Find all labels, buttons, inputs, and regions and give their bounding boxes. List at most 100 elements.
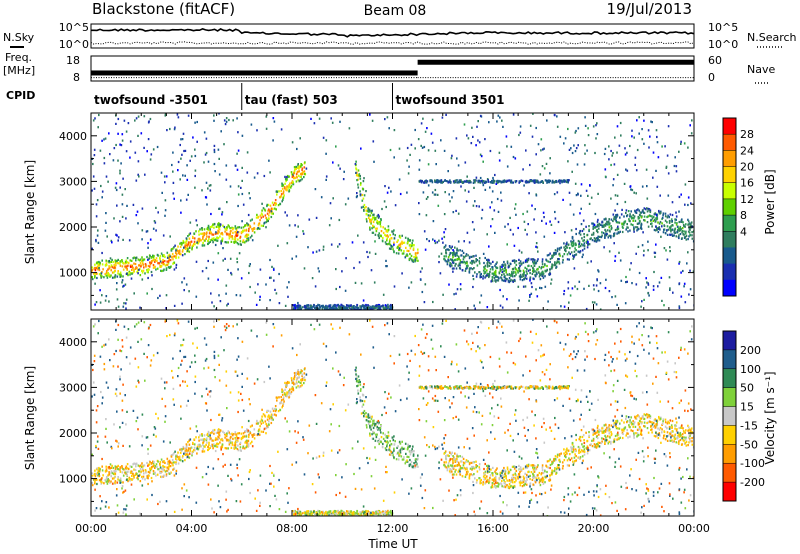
velocity-echo xyxy=(125,465,128,468)
power-echo xyxy=(647,249,649,252)
power-echo xyxy=(406,191,408,194)
power-echo xyxy=(249,236,252,239)
velocity-echo xyxy=(211,439,213,442)
power-echo xyxy=(619,230,621,233)
power-echo xyxy=(592,284,595,287)
power-echo xyxy=(541,266,543,269)
power-echo xyxy=(105,175,108,178)
power-echo xyxy=(375,230,378,233)
power-echo xyxy=(616,125,619,128)
velocity-echo xyxy=(205,443,207,446)
power-echo xyxy=(212,241,214,244)
power-echo xyxy=(480,294,483,297)
velocity-echo xyxy=(105,477,108,480)
power-echo xyxy=(163,263,166,266)
power-echo xyxy=(495,182,498,185)
power-echo xyxy=(377,213,380,217)
velocity-echo xyxy=(390,453,392,456)
power-echo xyxy=(326,307,328,310)
power-echo xyxy=(543,235,546,238)
power-echo xyxy=(274,204,277,207)
power-echo xyxy=(164,209,167,212)
power-echo xyxy=(480,272,482,276)
power-echo xyxy=(401,252,404,255)
power-echo xyxy=(630,217,633,220)
velocity-echo xyxy=(596,426,599,429)
power-echo xyxy=(155,229,157,232)
velocity-echo xyxy=(201,450,204,453)
power-echo xyxy=(368,251,371,254)
power-echo xyxy=(481,208,484,211)
velocity-echo xyxy=(379,426,381,430)
power-echo xyxy=(303,170,306,173)
power-echo xyxy=(345,257,347,260)
power-echo xyxy=(616,232,618,235)
power-echo xyxy=(518,249,521,252)
power-echo xyxy=(301,172,304,176)
velocity-echo xyxy=(368,414,371,417)
power-echo xyxy=(97,264,100,267)
power-echo xyxy=(187,114,190,117)
power-echo xyxy=(456,179,458,182)
power-echo xyxy=(138,259,141,262)
power-echo xyxy=(453,259,456,262)
power-echo xyxy=(386,239,388,242)
velocity-echo xyxy=(122,474,125,477)
velocity-echo xyxy=(210,445,212,448)
power-echo xyxy=(529,268,531,271)
power-echo xyxy=(471,221,474,224)
power-echo xyxy=(461,269,464,272)
velocity-echo xyxy=(119,477,122,480)
velocity-echo xyxy=(141,477,144,480)
power-echo xyxy=(401,272,403,275)
power-echo xyxy=(292,183,295,186)
velocity-echo xyxy=(399,442,402,445)
power-echo xyxy=(614,259,616,262)
power-echo xyxy=(409,153,411,156)
velocity-echo xyxy=(217,429,220,432)
power-echo xyxy=(308,307,311,310)
power-echo xyxy=(673,164,676,168)
power-echo xyxy=(172,181,175,184)
power-echo xyxy=(369,218,371,221)
velocity-echo xyxy=(384,439,386,443)
power-echo xyxy=(366,250,368,254)
power-echo xyxy=(194,121,196,124)
power-echo xyxy=(208,241,210,244)
power-echo xyxy=(91,189,93,192)
power-echo xyxy=(635,211,638,214)
power-echo xyxy=(95,215,98,218)
power-echo xyxy=(318,117,321,120)
power-echo xyxy=(465,265,468,268)
power-echo xyxy=(680,193,682,196)
power-echo xyxy=(520,262,523,265)
power-echo xyxy=(398,248,401,251)
velocity-echo xyxy=(246,443,248,446)
power-echo xyxy=(368,210,370,213)
power-echo xyxy=(109,153,111,156)
power-echo xyxy=(576,163,579,166)
power-echo xyxy=(377,216,380,219)
velocity-echo xyxy=(129,465,132,468)
power-echo xyxy=(443,258,445,261)
power-echo xyxy=(440,252,443,255)
power-echo xyxy=(300,165,302,168)
power-echo xyxy=(506,145,508,148)
power-echo xyxy=(522,285,525,288)
power-echo xyxy=(508,279,510,282)
power-echo xyxy=(272,117,275,120)
power-echo xyxy=(502,268,504,271)
power-echo xyxy=(159,258,161,261)
velocity-echo xyxy=(170,455,173,458)
power-echo xyxy=(153,254,155,258)
power-echo xyxy=(165,175,168,178)
power-echo xyxy=(588,243,591,246)
power-echo xyxy=(361,193,364,197)
power-echo xyxy=(152,259,154,262)
power-echo xyxy=(495,266,497,269)
velocity-echo xyxy=(293,383,295,386)
velocity-echo xyxy=(234,441,236,444)
power-echo xyxy=(185,243,188,246)
velocity-echo xyxy=(282,396,285,399)
power-echo xyxy=(440,139,442,142)
